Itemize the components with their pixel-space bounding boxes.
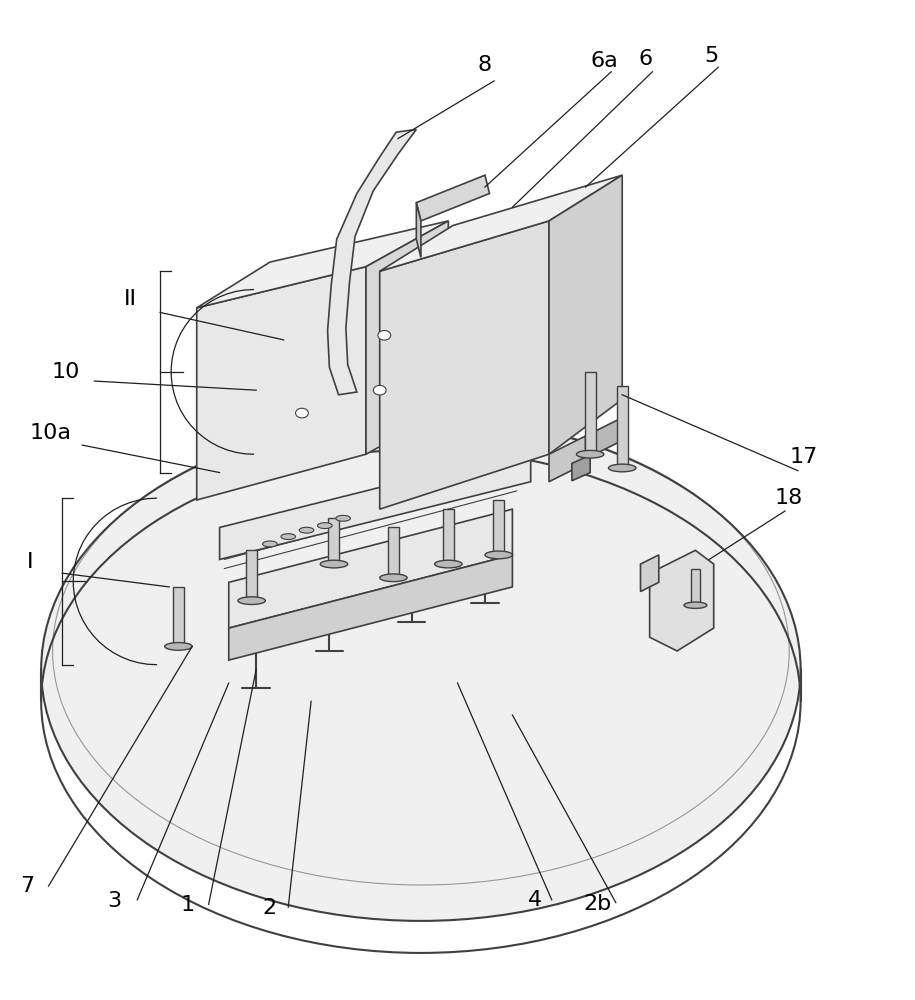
Ellipse shape [485,551,512,559]
Ellipse shape [299,527,314,533]
Text: 3: 3 [107,891,122,911]
Polygon shape [220,363,540,468]
Polygon shape [328,518,339,564]
Ellipse shape [263,541,277,547]
Polygon shape [197,221,448,308]
Polygon shape [585,372,596,454]
Text: 18: 18 [775,488,802,508]
Text: 10a: 10a [29,423,71,443]
Polygon shape [388,527,399,578]
Ellipse shape [41,418,801,921]
Ellipse shape [576,450,604,458]
Text: 2b: 2b [584,894,611,914]
Polygon shape [493,500,504,555]
Polygon shape [380,221,549,509]
Polygon shape [229,555,512,660]
Text: II: II [124,289,137,309]
Polygon shape [229,509,512,628]
Ellipse shape [435,560,462,568]
Polygon shape [246,550,257,601]
Ellipse shape [281,534,296,540]
Text: 4: 4 [528,890,543,910]
Polygon shape [220,450,531,559]
Text: 10: 10 [51,362,81,382]
Ellipse shape [238,597,265,604]
Ellipse shape [320,560,348,568]
Ellipse shape [373,385,386,395]
Text: 5: 5 [705,46,719,66]
Polygon shape [416,203,421,258]
Polygon shape [173,587,184,646]
Polygon shape [650,550,714,651]
Text: I: I [27,552,34,572]
Polygon shape [443,509,454,564]
Ellipse shape [608,464,636,472]
Polygon shape [549,175,622,454]
Text: 1: 1 [180,895,195,915]
Polygon shape [572,455,590,481]
Ellipse shape [165,643,192,650]
Ellipse shape [336,515,350,521]
Text: 8: 8 [478,55,492,75]
Polygon shape [328,129,416,395]
Ellipse shape [684,602,706,608]
Polygon shape [617,386,628,468]
Text: 6: 6 [639,49,653,69]
Text: 2: 2 [263,898,277,918]
Polygon shape [640,555,659,591]
Polygon shape [549,436,586,482]
Polygon shape [691,569,700,605]
Ellipse shape [318,523,332,529]
Polygon shape [416,175,490,221]
Ellipse shape [380,574,407,582]
Text: 17: 17 [790,447,817,467]
Polygon shape [366,221,448,454]
Polygon shape [586,418,622,459]
Polygon shape [380,175,622,271]
Text: 7: 7 [20,876,35,896]
Ellipse shape [296,408,308,418]
Polygon shape [197,267,366,500]
Text: 6a: 6a [590,51,618,71]
Ellipse shape [378,330,391,340]
